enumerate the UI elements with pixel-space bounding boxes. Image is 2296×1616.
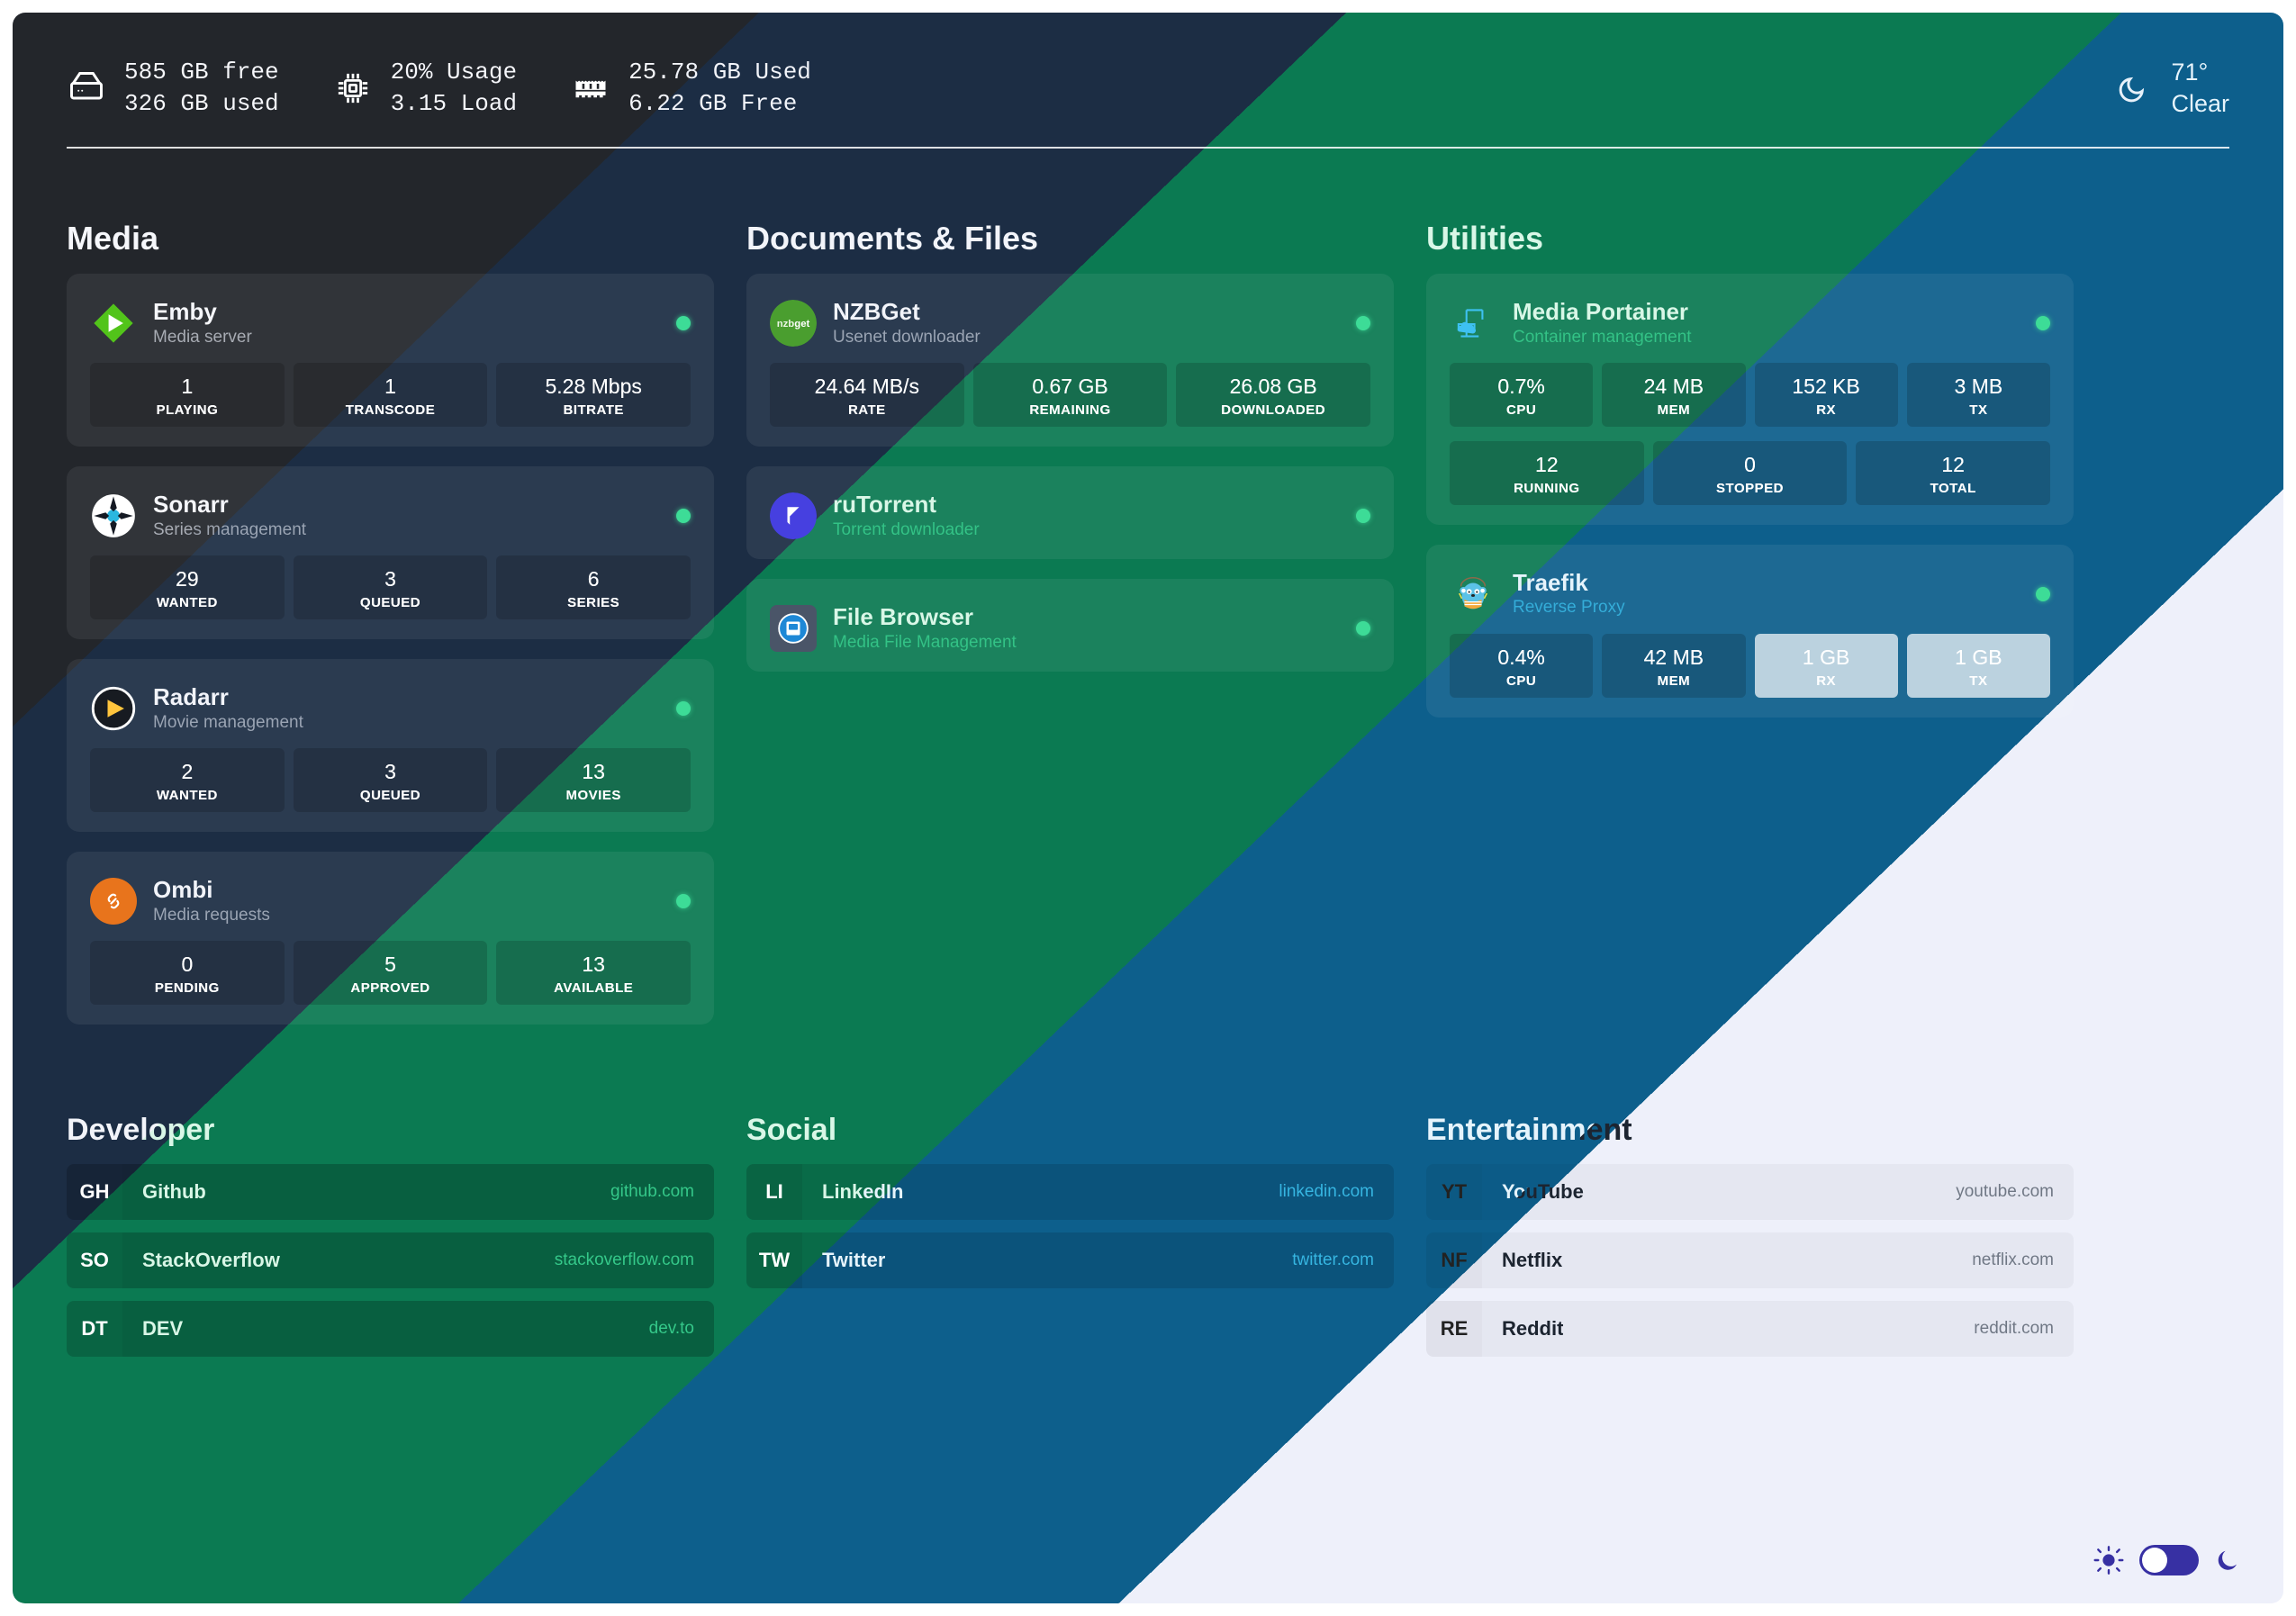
- svg-text:nzbget: nzbget: [777, 318, 810, 329]
